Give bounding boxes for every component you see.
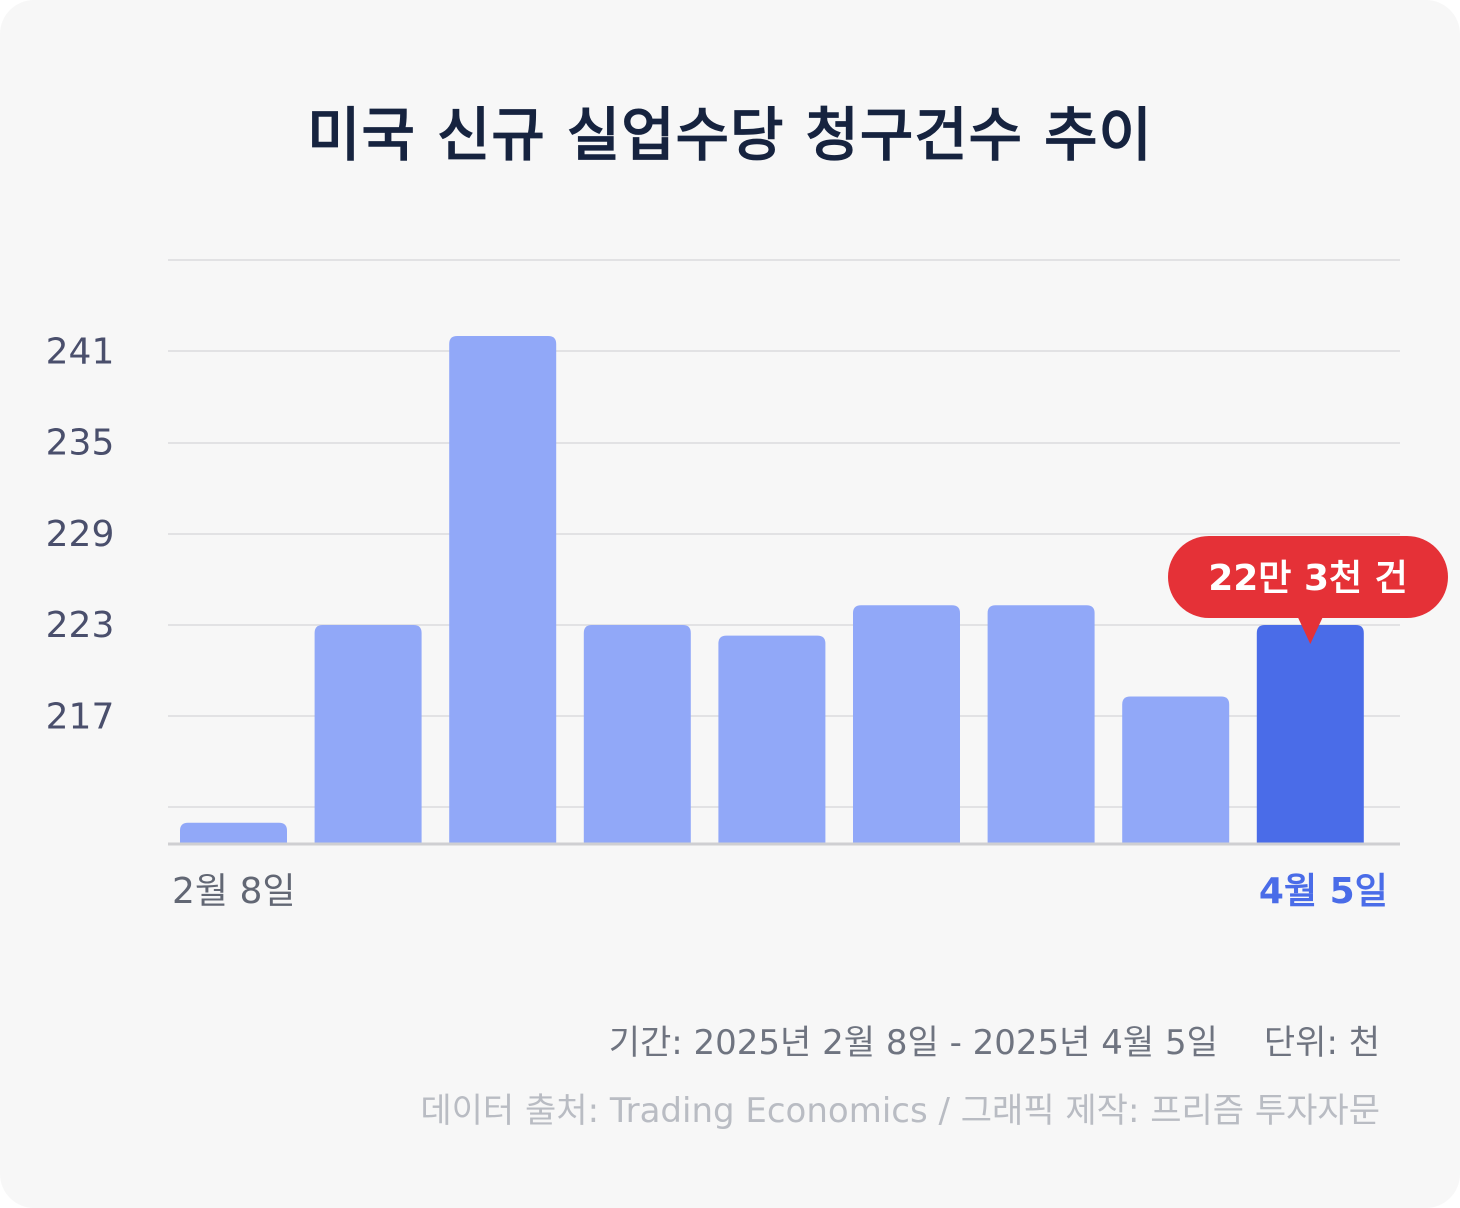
bar (180, 822, 287, 844)
bar (853, 605, 960, 844)
bar (314, 625, 422, 844)
period-text: 기간: 2025년 2월 8일 - 2025년 4월 5일 (608, 1023, 1218, 1063)
callout-bubble (1168, 536, 1448, 618)
x-label-last: 4월 5일 (1259, 871, 1388, 912)
footer-period-row: 기간: 2025년 2월 8일 - 2025년 4월 5일 단위: 천 (609, 1015, 1380, 1064)
source-text: 데이터 출처: Trading Economics / 그래픽 제작: 프리즘 … (420, 1091, 1380, 1131)
bar-highlight (1256, 625, 1364, 844)
y-tick-label: 217 (46, 696, 115, 737)
callout-pointer (1297, 616, 1324, 644)
bar (583, 625, 691, 844)
bar (987, 605, 1095, 844)
y-tick-label: 241 (46, 331, 115, 372)
bar (1122, 696, 1230, 844)
y-tick-label: 229 (46, 514, 115, 555)
unit-text: 단위: 천 (1263, 1023, 1380, 1063)
callout-label: 22만 3천 건 (1208, 558, 1408, 599)
y-tick-label: 235 (46, 423, 115, 464)
chart-title: 미국 신규 실업수당 청구건수 추이 (307, 101, 1153, 169)
y-tick-label: 223 (46, 605, 115, 646)
bar (718, 635, 826, 844)
x-label-first: 2월 8일 (172, 871, 296, 912)
bar (449, 336, 557, 844)
